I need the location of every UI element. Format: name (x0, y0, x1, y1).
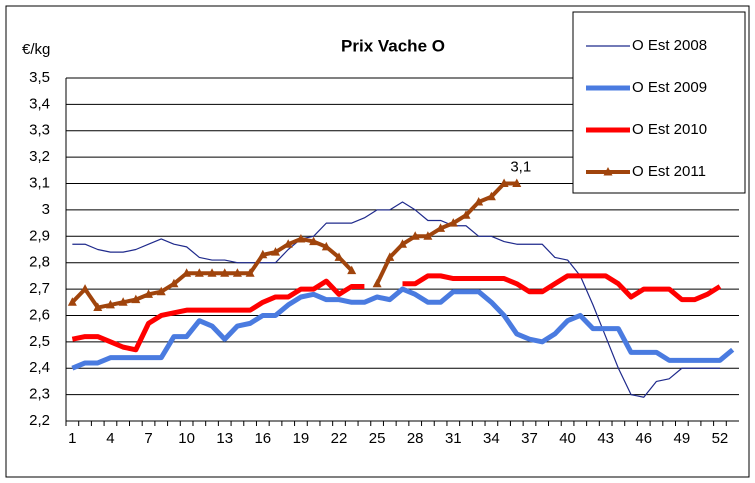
marker (296, 233, 306, 243)
x-tick-label: 10 (178, 430, 195, 447)
y-tick-label: 2,5 (29, 333, 50, 350)
marker (461, 210, 471, 219)
marker (207, 268, 217, 277)
y-tick-label: 2,6 (29, 306, 50, 323)
legend-marker (603, 167, 613, 176)
marker (258, 249, 268, 259)
marker (436, 223, 446, 232)
marker (144, 289, 154, 298)
y-tick-label: 2,4 (29, 359, 50, 376)
legend-label: O Est 2011 (632, 163, 706, 180)
x-tick-label: 49 (674, 430, 691, 447)
marker (105, 299, 115, 309)
marker (131, 294, 141, 304)
marker (321, 241, 331, 251)
series-line (72, 201, 720, 398)
x-tick-label: 52 (712, 430, 729, 447)
marker (93, 302, 103, 312)
y-tick-label: 3,2 (29, 148, 50, 165)
x-tick-label: 37 (521, 430, 538, 447)
y-tick-label: 3,3 (29, 122, 50, 139)
data-label: 3,1 (510, 159, 531, 176)
x-tick-label: 19 (293, 430, 310, 447)
marker (283, 239, 293, 248)
x-tick-label: 31 (445, 430, 462, 447)
y-tick-label: 3,1 (29, 175, 50, 192)
marker (347, 265, 357, 275)
marker (512, 178, 522, 188)
marker (309, 236, 319, 246)
y-tick-label: 3,4 (29, 95, 50, 112)
marker (499, 178, 509, 188)
marker (334, 252, 344, 261)
x-tick-label: 13 (216, 430, 233, 447)
marker (486, 191, 496, 201)
marker (271, 247, 281, 256)
marker (410, 231, 420, 240)
y-axis-label: €/kg (22, 41, 50, 58)
marker (169, 278, 179, 288)
legend-box (572, 11, 746, 194)
x-tick-label: 25 (369, 430, 386, 447)
marker (156, 286, 166, 296)
marker (245, 268, 255, 277)
series-line (71, 278, 365, 353)
x-tick-label: 43 (597, 430, 614, 447)
marker (232, 268, 242, 277)
legend-label: O Est 2009 (632, 79, 707, 96)
marker (448, 218, 458, 227)
marker (398, 239, 407, 248)
y-tick-label: 3,5 (29, 69, 50, 86)
x-tick-label: 22 (331, 430, 348, 447)
x-tick-label: 16 (254, 430, 271, 447)
y-tick-label: 2,2 (29, 412, 50, 429)
legend-label: O Est 2010 (632, 121, 707, 138)
marker (182, 268, 192, 277)
marker (385, 252, 395, 261)
marker (474, 197, 484, 206)
marker (67, 297, 77, 306)
x-tick-label: 28 (407, 430, 424, 447)
y-tick-label: 3 (42, 201, 50, 218)
marker (423, 231, 433, 240)
y-tick-label: 2,3 (29, 386, 50, 403)
y-tick-label: 2,9 (29, 227, 50, 244)
x-tick-label: 1 (68, 430, 76, 447)
y-tick-label: 2,7 (29, 280, 50, 297)
x-tick-label: 46 (635, 430, 652, 447)
marker (220, 268, 230, 277)
marker (80, 284, 90, 293)
y-tick-label: 2,8 (29, 254, 50, 271)
series-line (71, 286, 735, 371)
marker (372, 278, 382, 288)
x-tick-label: 7 (144, 430, 152, 447)
x-tick-label: 34 (483, 430, 500, 447)
chart-title: Prix Vache O (341, 36, 445, 55)
x-tick-label: 4 (106, 430, 114, 447)
marker (118, 297, 128, 306)
series-line (402, 273, 722, 303)
legend-label: O Est 2008 (632, 37, 707, 54)
marker (194, 268, 204, 277)
x-tick-label: 40 (559, 430, 576, 447)
